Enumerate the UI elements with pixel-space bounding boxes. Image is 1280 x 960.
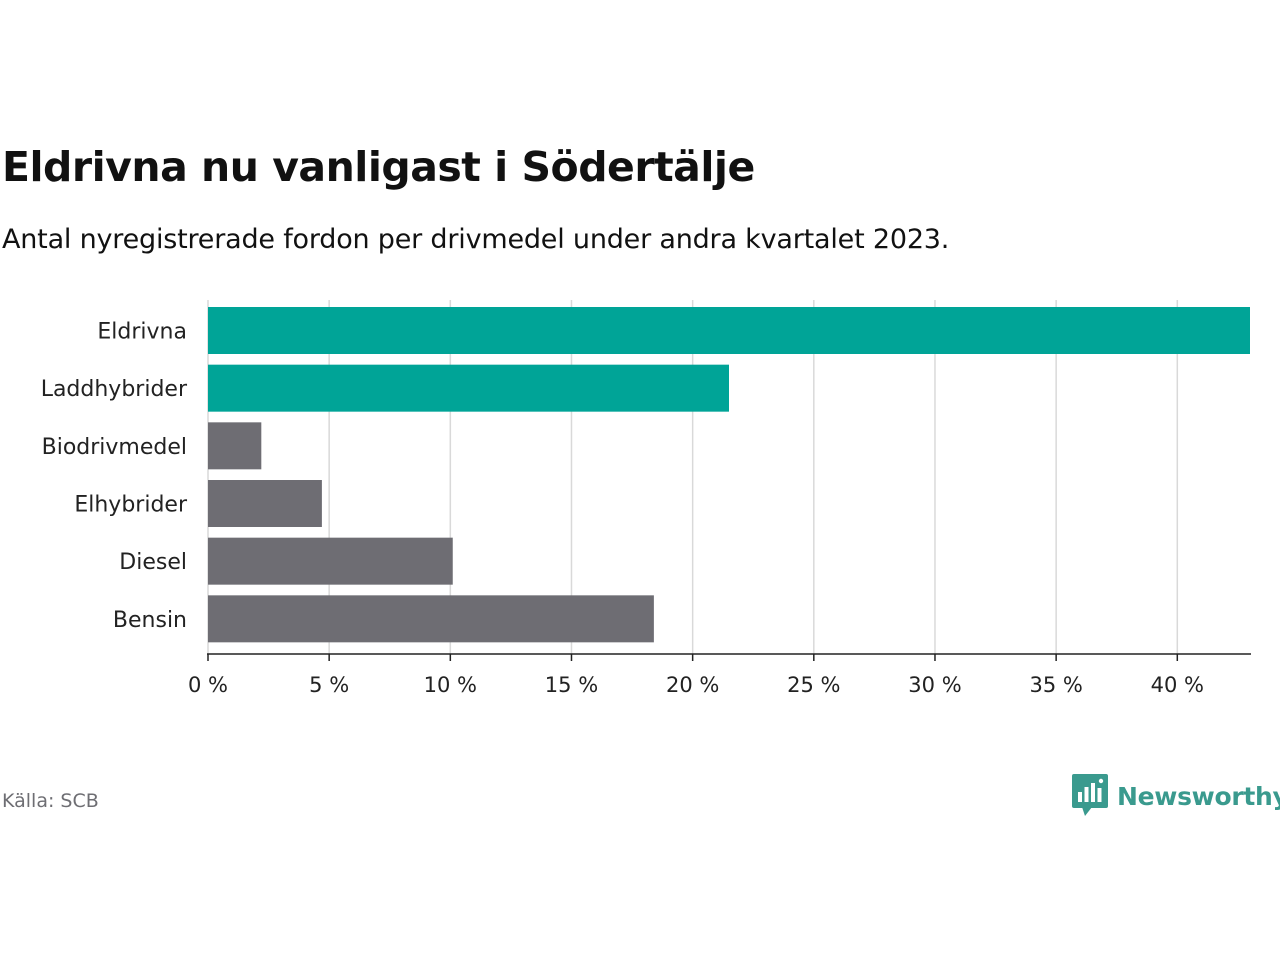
category-label: Biodrivmedel	[42, 435, 187, 460]
source-note: Källa: SCB	[2, 790, 99, 812]
x-tick-label: 15 %	[545, 673, 598, 697]
x-tick-label: 10 %	[424, 673, 477, 697]
bar-biodrivmedel	[208, 422, 262, 470]
x-tick-label: 30 %	[908, 673, 961, 697]
newsworthy-logo-icon	[1072, 774, 1108, 816]
grid-lines	[207, 300, 1179, 654]
brand-name: Newsworthy	[1117, 781, 1280, 811]
category-label: Eldrivna	[97, 320, 187, 345]
chart-title: Eldrivna nu vanligast i Södertälje	[2, 143, 755, 191]
x-tick-label: 35 %	[1029, 673, 1082, 697]
x-tick-label: 20 %	[666, 673, 719, 697]
x-tick-label: 0 %	[188, 673, 228, 697]
chart-subtitle: Antal nyregistrerade fordon per drivmede…	[2, 224, 950, 255]
category-label: Diesel	[119, 550, 187, 575]
bar-eldrivna	[208, 307, 1250, 354]
x-tick-label: 40 %	[1151, 673, 1204, 697]
category-label: Laddhybrider	[41, 377, 188, 402]
brand-logo: Newsworthy	[1072, 774, 1280, 818]
x-tick-label: 25 %	[787, 673, 840, 697]
bar-laddhybrider	[208, 364, 729, 412]
bars	[208, 307, 1250, 643]
x-tick-label: 5 %	[309, 673, 349, 697]
category-label: Elhybrider	[74, 493, 188, 518]
category-labels: Eldrivna Laddhybrider Biodrivmedel Elhybrid…	[41, 320, 188, 633]
bar-elhybrider	[208, 480, 322, 527]
bar-diesel	[208, 537, 453, 585]
category-label: Bensin	[113, 608, 187, 633]
bar-bensin	[208, 595, 654, 643]
bar-chart: Eldrivna Laddhybrider Biodrivmedel Elhybrid…	[41, 300, 1251, 697]
x-axis: 0 % 5 % 10 % 15 % 20 % 25 % 30 % 35 % 40 %	[188, 653, 1251, 697]
